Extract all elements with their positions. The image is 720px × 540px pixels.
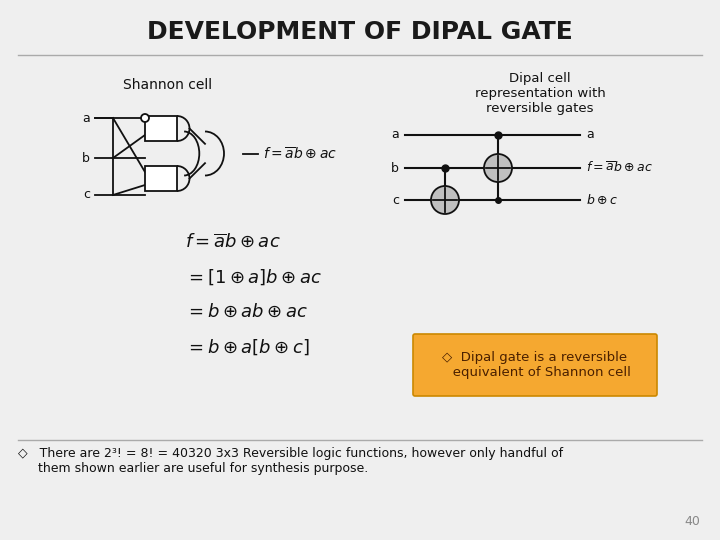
Circle shape [431,186,459,214]
Text: c: c [83,188,90,201]
Text: $f =\overline{a}b \oplus ac$: $f =\overline{a}b \oplus ac$ [263,146,337,161]
Text: Shannon cell: Shannon cell [123,78,212,92]
Bar [145,116,177,141]
Text: DEVELOPMENT OF DIPAL GATE: DEVELOPMENT OF DIPAL GATE [147,20,573,44]
Text: b: b [391,161,399,174]
Text: ◇   There are 2³! = 8! = 40320 3x3 Reversible logic functions, however only hand: ◇ There are 2³! = 8! = 40320 3x3 Reversi… [18,447,563,460]
Circle shape [141,114,149,122]
Text: $= [1 \oplus a]b \oplus ac$: $= [1 \oplus a]b \oplus ac$ [185,267,322,287]
Text: Dipal cell
representation with
reversible gates: Dipal cell representation with reversibl… [474,72,606,115]
Text: a: a [391,129,399,141]
Text: 40: 40 [684,515,700,528]
FancyBboxPatch shape [413,334,657,396]
Text: a: a [586,129,594,141]
Bar [145,166,177,191]
Text: b: b [82,152,90,165]
Text: a: a [82,111,90,125]
Circle shape [484,154,512,182]
Text: $f =\overline{a}b \oplus ac$: $f =\overline{a}b \oplus ac$ [586,161,653,175]
Text: them shown earlier are useful for synthesis purpose.: them shown earlier are useful for synthe… [18,462,368,475]
Text: $= b \oplus ab \oplus ac$: $= b \oplus ab \oplus ac$ [185,303,308,321]
Text: $b \oplus c$: $b \oplus c$ [586,193,618,207]
Text: $= b \oplus a[b \oplus c]$: $= b \oplus a[b \oplus c]$ [185,338,310,357]
Text: c: c [392,193,399,206]
Text: ◇  Dipal gate is a reversible
   equivalent of Shannon cell: ◇ Dipal gate is a reversible equivalent … [440,351,631,379]
Text: $f = \overline{a}b \oplus ac$: $f = \overline{a}b \oplus ac$ [185,233,281,251]
